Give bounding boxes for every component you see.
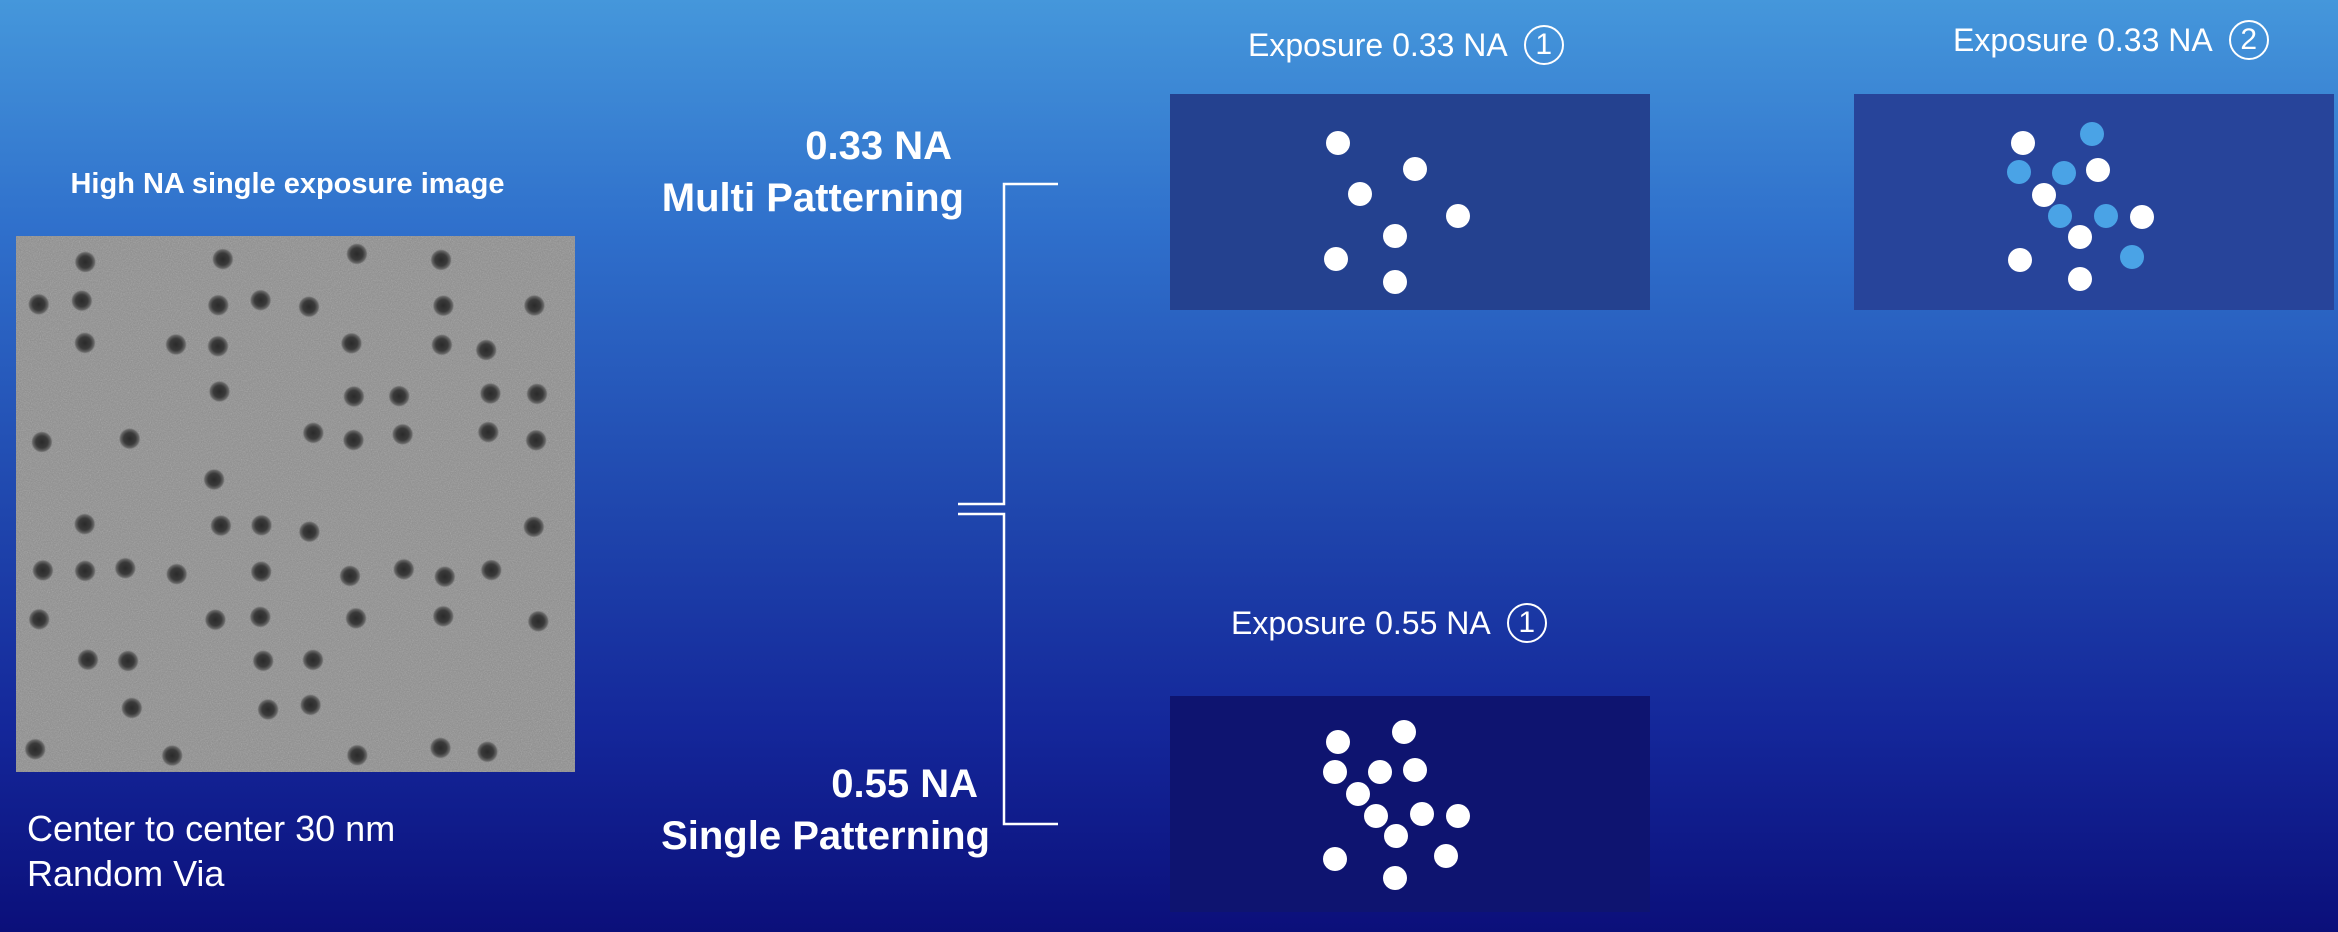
sem-caption: Center to center 30 nm Random Via — [27, 806, 395, 896]
exposure-label-3: Exposure 0.55 NA 1 — [1231, 603, 1547, 643]
exposure-panel-055 — [1170, 696, 1650, 912]
sem-via-dot — [432, 294, 455, 317]
sem-via-dot — [31, 559, 54, 582]
sem-via-dot — [480, 559, 503, 582]
exposure-label-2: Exposure 0.33 NA 2 — [1953, 20, 2269, 60]
sem-via-dot — [165, 563, 188, 586]
sem-via-dot — [346, 744, 369, 767]
via-pattern-033-second — [2007, 122, 2154, 291]
sem-via-dot — [392, 558, 415, 581]
sem-via-dot — [250, 560, 273, 583]
exposure-label-3-text: Exposure 0.55 NA — [1231, 604, 1491, 641]
sem-caption-line-type: Random Via — [27, 853, 225, 894]
sem-via-dot — [339, 564, 361, 587]
sem-via-dot — [70, 289, 93, 312]
sem-via-dot — [28, 608, 51, 631]
sem-via-dot — [299, 693, 322, 716]
sem-via-dot — [73, 513, 96, 536]
sem-via-dot — [522, 515, 545, 538]
single-patterning-label: 0.55 NA Single Patterning — [661, 758, 990, 862]
sem-via-dot — [249, 289, 272, 312]
sem-via-dot — [525, 429, 548, 452]
sem-via-dot — [433, 565, 456, 588]
sem-via-dot — [114, 557, 137, 580]
sem-via-dot — [252, 649, 275, 672]
sem-via-dot — [250, 514, 273, 537]
bracket-lower — [958, 512, 1058, 826]
sem-via-dot — [340, 332, 363, 355]
via-pattern-055 — [1323, 720, 1470, 890]
sem-via-dot — [342, 429, 365, 451]
sem-via-dot — [27, 293, 50, 316]
sem-via-dot — [430, 248, 453, 271]
via-pattern-033-first — [1324, 131, 1470, 294]
sem-via-dot — [298, 520, 321, 543]
sem-via-dot — [207, 335, 229, 358]
exposure-number-1-badge: 1 — [1523, 25, 1564, 65]
sem-via-dot — [391, 423, 414, 446]
sem-via-dot — [249, 605, 272, 628]
bracket-upper — [958, 182, 1058, 506]
sem-via-dot — [527, 610, 550, 633]
bracket-connector — [958, 182, 1058, 826]
exposure-label-2-text: Exposure 0.33 NA — [1953, 21, 2213, 58]
sem-via-dot — [207, 294, 230, 317]
sem-via-dot — [302, 421, 325, 444]
sem-via-dot — [73, 331, 96, 354]
sem-via-dot — [479, 382, 502, 405]
exposure-number-2-badge: 2 — [2228, 20, 2269, 60]
sem-via-dot — [76, 648, 99, 671]
sem-via-dot — [211, 248, 234, 271]
exposure-number-3-badge: 1 — [1506, 603, 1547, 643]
sem-via-dot — [257, 698, 280, 721]
sem-via-dot — [204, 608, 227, 631]
sem-image — [16, 236, 575, 772]
sem-via-dot — [118, 427, 141, 450]
sem-via-dot — [209, 514, 232, 537]
sem-caption-line-pitch: Center to center 30 nm — [27, 808, 396, 849]
sem-via-dot — [430, 333, 453, 356]
single-patterning-text: Single Patterning — [661, 814, 990, 858]
multi-patterning-text: Multi Patterning — [661, 176, 964, 220]
sem-via-dot — [208, 380, 231, 403]
sem-via-dot — [476, 740, 499, 763]
sem-via-dot — [30, 431, 53, 453]
sem-via-dot — [342, 385, 365, 408]
sem-via-dot — [388, 385, 411, 408]
sem-via-dot — [298, 295, 320, 318]
sem-via-dot — [475, 339, 498, 361]
exposure-panel-033-second — [1854, 94, 2334, 310]
sem-via-dot — [302, 648, 324, 671]
exposure-label-1-text: Exposure 0.33 NA — [1248, 26, 1508, 63]
sem-via-dot — [523, 294, 546, 317]
single-na-label: 0.55 NA — [831, 762, 978, 806]
sem-image-graphic — [16, 236, 575, 772]
sem-via-dot — [120, 697, 143, 719]
sem-via-dot — [203, 468, 226, 491]
sem-caption-top: High NA single exposure image — [70, 168, 505, 200]
sem-via-dot — [345, 242, 368, 265]
sem-via-dot — [429, 736, 452, 759]
multi-na-label: 0.33 NA — [805, 124, 952, 168]
sem-via-dot — [526, 382, 548, 405]
sem-via-dot — [74, 251, 97, 273]
exposure-panel-033-first — [1170, 94, 1650, 310]
sem-via-dot — [345, 607, 367, 630]
exposure-label-1: Exposure 0.33 NA 1 — [1248, 25, 1564, 65]
multi-patterning-label: 0.33 NA Multi Patterning — [662, 120, 964, 224]
sem-via-dot — [165, 333, 187, 356]
sem-via-dot — [161, 744, 184, 767]
sem-via-dot — [432, 605, 455, 628]
sem-via-dot — [74, 559, 97, 582]
sem-via-dot — [117, 650, 139, 672]
sem-via-dot — [24, 738, 47, 761]
sem-via-dot — [477, 421, 500, 444]
